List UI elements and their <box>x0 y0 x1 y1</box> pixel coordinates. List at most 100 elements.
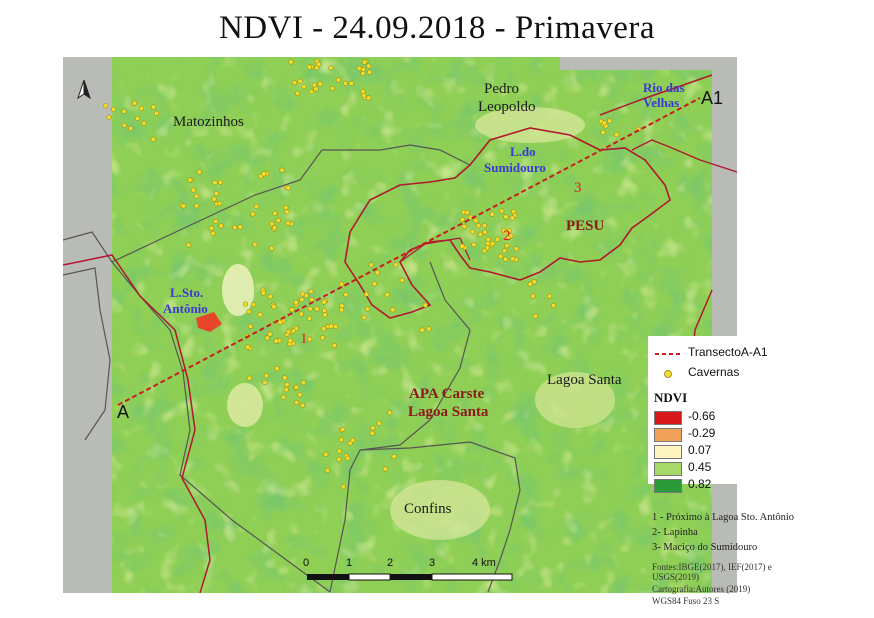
cave-point <box>484 245 490 251</box>
cave-point <box>297 392 303 398</box>
transect-swatch <box>655 353 681 355</box>
cave-point <box>282 375 288 381</box>
cave-point <box>482 223 488 229</box>
cave-point <box>190 187 196 193</box>
scale-tick: 2 <box>387 557 393 569</box>
cave-point <box>490 240 496 247</box>
bare-patch <box>227 383 263 427</box>
cave-point <box>499 208 505 214</box>
cave-point <box>299 297 305 303</box>
cave-point <box>600 129 606 136</box>
ndvi-class-label: 0.82 <box>688 477 712 491</box>
map-canvas <box>63 57 737 593</box>
cave-point <box>106 114 112 120</box>
cave-point <box>321 299 327 305</box>
cave-point <box>128 125 134 132</box>
cave-point <box>151 104 157 110</box>
label-rio-das-velhas: Velhas <box>643 95 679 110</box>
label-apa: Lagoa Santa <box>408 404 489 420</box>
ndvi-swatch <box>654 411 682 425</box>
cave-point <box>322 312 328 318</box>
cave-point <box>269 245 275 251</box>
cave-point <box>299 402 306 408</box>
cave-point <box>530 293 536 299</box>
pesu-boundary <box>344 127 671 319</box>
cave-point <box>459 243 465 249</box>
municipal-boundary <box>359 441 521 593</box>
cave-point <box>390 307 396 313</box>
cave-point <box>284 209 290 215</box>
note-1: 1 - Próximo à Lagoa Sto. Antônio <box>652 512 795 523</box>
apa-boundary <box>63 254 211 593</box>
label-pedro-leopoldo: Pedro <box>484 81 519 97</box>
cave-point <box>285 329 291 335</box>
cave-point <box>297 78 303 84</box>
scale-bar: 0 1 2 3 4 km <box>303 557 513 581</box>
cave-point <box>360 70 366 76</box>
cave-point <box>121 108 127 115</box>
scale-tick: 1 <box>346 557 352 569</box>
cave-point <box>269 221 275 227</box>
cave-point <box>237 224 243 230</box>
ndvi-class-label: -0.29 <box>688 426 716 440</box>
cave-point <box>550 303 557 309</box>
legend-transect-label: TransectoA-A1 <box>688 345 768 359</box>
urban-area <box>390 480 490 540</box>
cave-point <box>339 307 345 313</box>
source-4: WGS84 Fuso 23 S <box>652 596 720 606</box>
cave-point <box>340 484 346 490</box>
cave-point <box>547 293 553 299</box>
cave-point <box>281 394 287 400</box>
cave-point <box>289 307 295 313</box>
cave-point <box>300 291 306 297</box>
cave-point <box>382 466 388 472</box>
cave-point <box>348 80 354 86</box>
cave-point <box>336 456 342 462</box>
cave-point <box>368 262 374 268</box>
cave-point <box>290 328 297 334</box>
cave-point <box>293 384 299 390</box>
cave-point <box>308 288 314 295</box>
cave-point <box>271 304 277 310</box>
label-pedro-leopoldo: Leopoldo <box>478 99 536 115</box>
cave-point <box>328 323 334 329</box>
legend-caves-label: Cavernas <box>688 365 740 379</box>
cave-point <box>292 80 298 86</box>
cave-point <box>246 375 253 381</box>
source-2: USGS(2019) <box>652 572 700 582</box>
cave-point <box>260 290 266 296</box>
cave-point <box>247 323 254 329</box>
cave-point <box>338 437 344 443</box>
cave-point <box>489 211 495 217</box>
cave-point <box>356 65 362 71</box>
cave-point <box>251 302 257 308</box>
cave-point <box>263 373 269 379</box>
source-1: Fontes:IBGE(2017), IEF(2017) e <box>652 562 772 572</box>
cave-point <box>482 229 488 235</box>
cave-point <box>607 118 613 124</box>
cave-point <box>477 231 483 237</box>
cave-point <box>333 323 339 329</box>
cave-point <box>288 59 294 65</box>
cave-point <box>376 420 382 426</box>
cave-point <box>391 453 397 460</box>
label-lagoa-sumidouro: Sumidouro <box>484 160 546 175</box>
label-confins: Confins <box>404 501 452 517</box>
cave-point <box>494 236 501 242</box>
cave-point <box>283 204 289 211</box>
ndvi-class-label: 0.07 <box>688 443 712 457</box>
cave-point <box>208 225 214 231</box>
cave-point <box>257 312 263 318</box>
river-rio-das-velhas <box>631 139 737 173</box>
cave-point <box>252 241 258 248</box>
marker-2: 2 <box>503 228 511 244</box>
cave-point <box>501 248 508 254</box>
cave-point <box>336 448 342 454</box>
cave-point <box>366 63 372 69</box>
cave-point <box>267 331 273 337</box>
cave-point <box>253 203 259 209</box>
cave-point <box>287 338 293 344</box>
legend: TransectoA-A1 Cavernas NDVI -0.66 -0.29 0.… <box>648 336 848 493</box>
transect-start-label: A <box>117 402 129 422</box>
label-matozinhos: Matozinhos <box>173 114 244 130</box>
